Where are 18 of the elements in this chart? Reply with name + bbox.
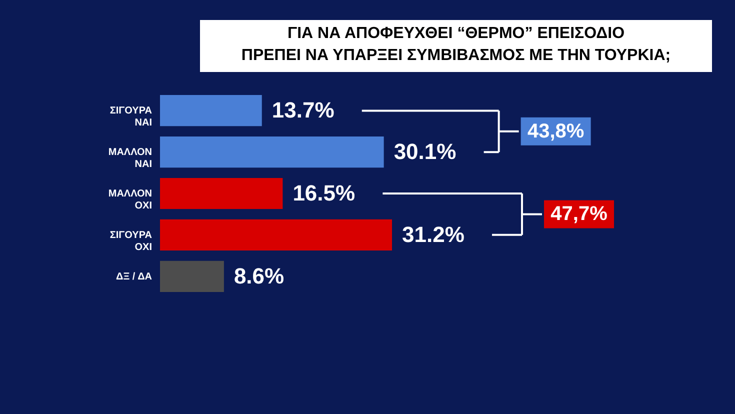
y-tick-label: ΣΙΓΟΥΡΑ ΟΧΙ	[110, 230, 152, 253]
bar	[160, 219, 392, 251]
y-tick-label: ΣΙΓΟΥΡΑ ΝΑΙ	[110, 106, 152, 129]
y-tick-label: ΜΑΛΛΟΝ ΟΧΙ	[108, 188, 152, 212]
bar	[160, 136, 384, 168]
text: 43,8%	[527, 120, 584, 142]
text: 47,7%	[550, 203, 608, 226]
text: ΓΙΑ ΝΑ ΑΠΟΦΕΥΧΘΕΙ “ΘΕΡΜΟ” ΕΠΕΙΣΟΔΙΟ ΠΡΕΠΕΙ ΝΑ ΥΠΑΡΞΕΙ ΣΥΜΒΙΒΑΣΜΟΣ ΜΕ ΤΗΝ ΤΟΥΡΚΙΑ;	[241, 25, 671, 64]
bar	[160, 260, 224, 292]
data-label: 30.1%	[394, 139, 456, 164]
bar	[160, 178, 283, 210]
data-label: 13.7%	[272, 98, 334, 123]
y-tick-label: ΔΞ / ΔΑ	[116, 271, 152, 282]
y-tick-label: ΜΑΛΛΟΝ ΝΑΙ	[108, 147, 152, 170]
data-label: 16.5%	[292, 180, 356, 206]
bar	[160, 94, 262, 126]
data-label: 8.6%	[234, 263, 284, 288]
data-label: 31.2%	[402, 222, 464, 247]
